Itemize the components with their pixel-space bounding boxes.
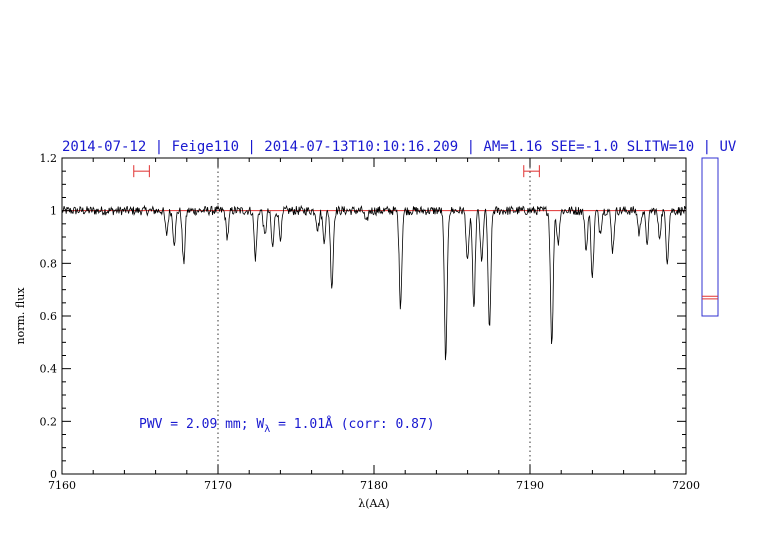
y-tick-label: 0 (50, 468, 57, 481)
x-tick-label: 7190 (516, 479, 544, 492)
y-tick-label: 1.2 (40, 152, 58, 165)
y-tick-label: 0.8 (40, 257, 58, 270)
side-panel-box (701, 157, 719, 317)
pwv-annotation-suffix: = 1.01Å (corr: 0.87) (270, 416, 434, 432)
y-tick-label: 0.4 (40, 363, 58, 376)
pwv-annotation-prefix: PWV = 2.09 mm; W (139, 417, 264, 432)
side-panel (701, 157, 719, 317)
pwv-annotation-sub: λ (264, 424, 270, 435)
y-tick-label: 0.2 (40, 415, 58, 428)
plot-area: 7160 7170 7180 7190 7200 0 0.2 0.4 0.6 0.8 1 1.2 (40, 152, 701, 492)
pwv-annotation: PWV = 2.09 mm; Wλ = 1.01Å (corr: 0.87) (139, 416, 435, 435)
x-tick-label: 7160 (48, 479, 76, 492)
y-tick-label: 0.6 (40, 310, 58, 323)
y-tick-label: 1 (50, 205, 57, 218)
x-tick-label: 7200 (672, 479, 700, 492)
y-axis-label: norm. flux (14, 287, 27, 345)
x-tick-label: 7180 (360, 479, 388, 492)
chart-title: 2014-07-12 | Feige110 | 2014-07-13T10:10… (62, 139, 737, 155)
x-axis-label: λ(AA) (358, 497, 389, 510)
spectrum-series-line (61, 204, 687, 361)
x-tick-label: 7170 (204, 479, 232, 492)
